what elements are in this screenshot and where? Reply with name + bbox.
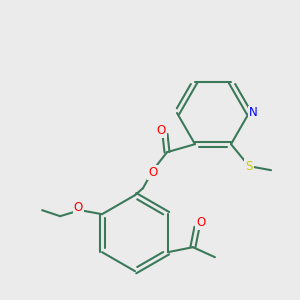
Text: O: O [196, 216, 206, 229]
Text: O: O [156, 124, 166, 137]
Text: O: O [148, 166, 158, 179]
Text: N: N [249, 106, 257, 119]
Text: O: O [74, 201, 83, 214]
Text: S: S [245, 160, 253, 173]
